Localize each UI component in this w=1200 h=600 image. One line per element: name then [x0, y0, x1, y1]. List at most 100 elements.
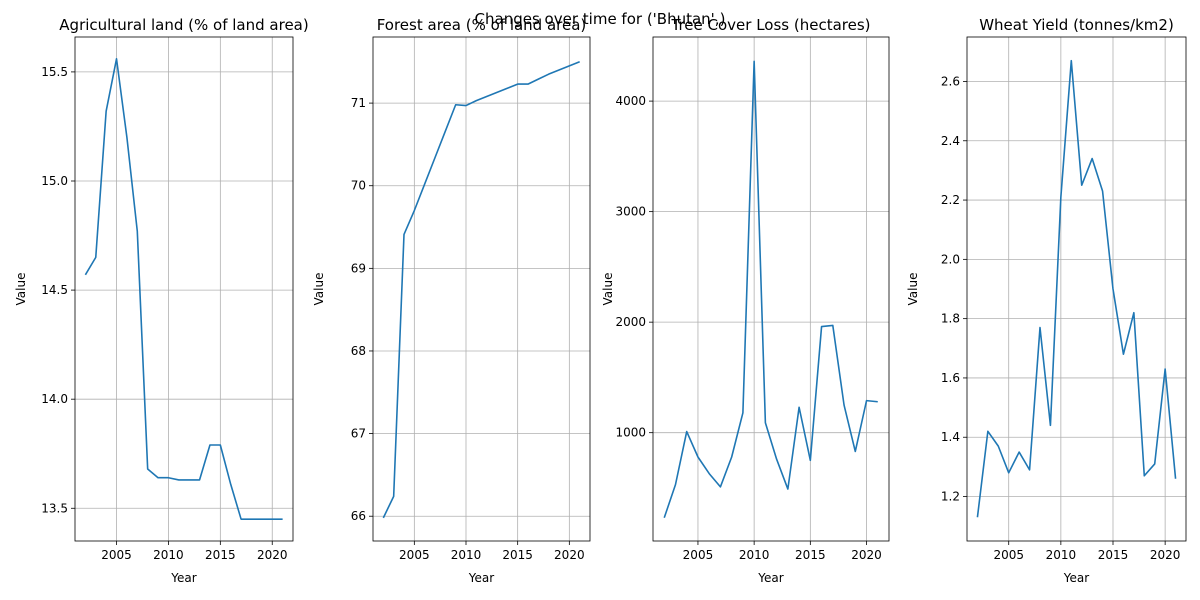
data-point [832, 324, 834, 326]
data-point [393, 495, 395, 497]
series-line [84, 58, 283, 520]
data-point [1008, 472, 1010, 474]
subplot-title: Tree Cover Loss (hectares) [670, 16, 870, 34]
data-point [424, 183, 426, 185]
data-point [136, 230, 138, 232]
data-point [147, 468, 149, 470]
data-point [282, 518, 284, 520]
figure-title: Changes over time for ('Bhutan',) [475, 10, 726, 28]
data-point [787, 488, 789, 490]
data-point [537, 78, 539, 80]
x-tick-label: 2010 [153, 548, 184, 562]
data-point [798, 406, 800, 408]
data-point [465, 105, 467, 107]
y-tick-label: 2000 [615, 315, 646, 329]
data-point [167, 477, 169, 479]
data-point [753, 60, 755, 62]
x-tick-label: 2005 [101, 548, 132, 562]
data-point [997, 445, 999, 447]
y-tick-label: 14.0 [41, 392, 68, 406]
subplot-title: Forest area (% of land area) [377, 16, 587, 34]
axes-frame [372, 36, 591, 542]
data-point [1143, 475, 1145, 477]
x-tick-label: 2010 [451, 548, 482, 562]
x-tick-label: 2005 [399, 548, 430, 562]
data-point [776, 458, 778, 460]
y-tick-label: 67 [351, 427, 366, 441]
data-point [1175, 478, 1177, 480]
y-tick-label: 2.6 [941, 74, 960, 88]
y-tick-label: 66 [351, 509, 366, 523]
data-point [1081, 184, 1083, 186]
data-point [568, 65, 570, 67]
data-point [1091, 158, 1093, 160]
data-point [178, 479, 180, 481]
axes-frame [74, 36, 294, 542]
data-point [674, 484, 676, 486]
data-point [1164, 368, 1166, 370]
data-point [1039, 327, 1041, 329]
data-point [403, 233, 405, 235]
y-axis-label: Value [312, 273, 326, 306]
data-point [1122, 353, 1124, 355]
y-axis-label: Value [14, 273, 28, 306]
x-tick-label: 2010 [739, 548, 770, 562]
y-tick-label: 2.2 [941, 193, 960, 207]
y-tick-label: 14.5 [41, 283, 68, 297]
x-tick-label: 2020 [851, 548, 882, 562]
data-point [240, 518, 242, 520]
data-point [486, 95, 488, 97]
data-point [719, 486, 721, 488]
series-line [663, 60, 878, 519]
subplot-title: Wheat Yield (tonnes/km2) [979, 16, 1174, 34]
axes-frame [652, 36, 890, 542]
data-point [697, 456, 699, 458]
y-tick-label: 4000 [615, 94, 646, 108]
x-tick-label: 2020 [554, 548, 585, 562]
data-point [579, 61, 581, 63]
data-point [548, 73, 550, 75]
y-tick-label: 1.4 [941, 430, 960, 444]
data-point [95, 256, 97, 258]
x-axis-label: Year [1063, 571, 1089, 585]
data-point [209, 444, 211, 446]
data-point [444, 130, 446, 132]
series-line [382, 61, 580, 519]
data-point [764, 422, 766, 424]
data-point [1070, 60, 1072, 62]
data-point [199, 479, 201, 481]
y-tick-label: 2.4 [941, 134, 960, 148]
x-tick-label: 2015 [205, 548, 236, 562]
data-point [1154, 463, 1156, 465]
x-tick-label: 2015 [1098, 548, 1129, 562]
x-tick-label: 2020 [1150, 548, 1181, 562]
data-point [517, 83, 519, 85]
data-point [854, 450, 856, 452]
x-axis-label: Year [757, 571, 783, 585]
x-tick-label: 2005 [993, 548, 1024, 562]
data-point [809, 459, 811, 461]
data-point [558, 69, 560, 71]
y-tick-label: 1.6 [941, 371, 960, 385]
y-tick-label: 3000 [615, 205, 646, 219]
y-tick-label: 68 [351, 344, 366, 358]
data-point [877, 401, 879, 403]
data-point [188, 479, 190, 481]
data-point [731, 456, 733, 458]
data-point [686, 431, 688, 433]
y-tick-label: 71 [351, 96, 366, 110]
data-point [1133, 312, 1135, 314]
data-point [708, 473, 710, 475]
y-tick-label: 1.8 [941, 312, 960, 326]
data-point [271, 518, 273, 520]
data-point [116, 58, 118, 60]
data-point [105, 110, 107, 112]
y-axis-label: Value [601, 273, 615, 306]
series-line [976, 59, 1177, 518]
subplot-title: Agricultural land (% of land area) [59, 16, 308, 34]
data-point [250, 518, 252, 520]
x-tick-label: 2020 [257, 548, 288, 562]
y-tick-label: 1000 [615, 426, 646, 440]
y-tick-label: 15.0 [41, 174, 68, 188]
data-point [742, 412, 744, 414]
